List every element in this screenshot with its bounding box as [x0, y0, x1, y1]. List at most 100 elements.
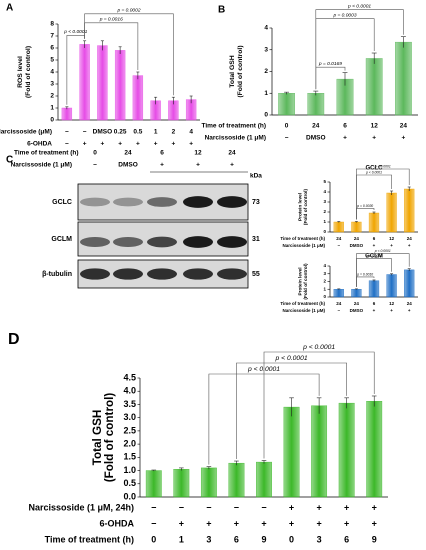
condition-label: Time of treatment (h)	[201, 123, 266, 130]
blot-band	[113, 268, 143, 280]
y-tick-label: 1	[50, 105, 54, 112]
condition-cell: 3	[206, 534, 211, 544]
y-tick-label: 4	[264, 25, 268, 32]
p-value: p < 0.0001	[302, 344, 335, 351]
significance-bracket: p = 0.0016	[84, 17, 139, 70]
band-kda: 31	[252, 236, 260, 243]
error-bar	[400, 36, 406, 48]
error-bar	[372, 211, 376, 214]
bar	[132, 75, 144, 121]
band-kda: 73	[252, 199, 260, 206]
error-bar	[234, 460, 239, 466]
panel-label: C	[6, 155, 13, 166]
bar	[368, 212, 380, 233]
error-bar	[179, 467, 184, 471]
condition-cell: +	[316, 502, 321, 512]
error-bar	[316, 397, 322, 414]
blot-band	[80, 268, 110, 280]
bar	[79, 44, 90, 121]
condition-cell: 2	[172, 129, 176, 136]
y-tick-label: 0	[264, 112, 268, 119]
blot-band	[217, 268, 247, 280]
y-tick-label: 2	[50, 93, 54, 100]
error-bar	[371, 395, 377, 407]
y-axis-label: Protein level	[297, 193, 303, 221]
blot-band	[147, 268, 177, 280]
condition-cell: −	[261, 502, 266, 512]
y-tick-label: 0	[323, 229, 326, 234]
p-value: p = 0.0010	[356, 272, 373, 276]
y-tick-label: 4	[50, 69, 54, 76]
condition-label: Narcissoside (1 μM)	[282, 243, 325, 248]
error-bar	[118, 46, 122, 54]
y-axis-label: (Fold of control)	[303, 263, 309, 300]
condition-label: Time of treatment (h)	[45, 534, 134, 544]
bar	[351, 289, 362, 298]
y-tick-label: 5	[50, 57, 54, 64]
blot-row-cell: −	[93, 162, 97, 169]
y-tick-label: 4	[323, 189, 326, 194]
bar	[173, 469, 190, 498]
condition-cell: 0	[285, 123, 289, 130]
y-tick-label: 5	[323, 179, 326, 184]
band-name: β-tubulin	[42, 271, 72, 278]
y-tick-label: 7	[50, 33, 54, 40]
bar	[368, 280, 380, 298]
blot-band	[147, 197, 177, 207]
blot-row-cell: 24	[228, 150, 236, 157]
panel-label: D	[8, 331, 20, 348]
error-bar	[354, 221, 358, 223]
error-bar	[407, 268, 411, 272]
condition-cell: +	[100, 141, 104, 148]
y-axis-label: ROS level	[17, 56, 24, 88]
p-value: p < 0.0001	[275, 355, 308, 362]
bar	[114, 50, 126, 121]
bracket-line	[236, 362, 347, 460]
y-tick-label: 2	[264, 68, 268, 75]
blot-band	[217, 236, 247, 248]
p-value: p = 0.0030	[356, 204, 373, 208]
condition-cell: −	[337, 308, 340, 313]
y-tick-label: 8	[50, 21, 54, 28]
bar	[365, 58, 383, 116]
condition-label: 6-OHDA	[27, 141, 52, 148]
error-bar	[354, 288, 358, 290]
condition-cell: +	[261, 518, 266, 528]
y-tick-label: 3	[264, 46, 268, 53]
condition-cell: −	[179, 502, 184, 512]
error-bar	[171, 96, 175, 105]
y-axis-label: Protein level	[297, 267, 303, 295]
condition-cell: 4	[189, 129, 193, 136]
error-bar	[151, 469, 157, 472]
y-axis-label: Total GSH	[229, 55, 236, 88]
p-value: p = 0.0016	[99, 17, 123, 23]
error-bar	[337, 221, 341, 223]
y-tick-label: 2.0	[123, 438, 136, 448]
y-tick-label: 6	[50, 45, 54, 52]
condition-cell: 0.5	[133, 129, 142, 136]
condition-cell: +	[289, 502, 294, 512]
y-axis-label: (Fold of control)	[103, 393, 116, 483]
blot-band	[80, 237, 110, 247]
condition-label: Narcissoside (1 μM)	[282, 308, 325, 313]
condition-cell: +	[83, 141, 87, 148]
y-tick-label: 1.0	[123, 465, 136, 475]
blot-row-cell: 24	[124, 150, 132, 157]
y-tick-label: 3	[323, 199, 326, 204]
y-tick-label: 0.0	[123, 491, 136, 501]
bar	[307, 93, 325, 116]
p-value: p < 0.0001	[247, 366, 280, 373]
y-tick-label: 1	[323, 219, 326, 224]
condition-cell: +	[189, 141, 193, 148]
condition-cell: +	[408, 308, 411, 313]
error-bar	[154, 96, 158, 105]
error-bar	[313, 90, 319, 96]
band-kda: 55	[252, 271, 260, 278]
blot-band	[183, 236, 213, 248]
bar	[145, 470, 162, 498]
condition-cell: 3	[317, 534, 322, 544]
bar	[97, 45, 108, 121]
bar	[333, 221, 344, 233]
condition-cell: 6	[344, 534, 349, 544]
panel-label: B	[218, 5, 225, 16]
